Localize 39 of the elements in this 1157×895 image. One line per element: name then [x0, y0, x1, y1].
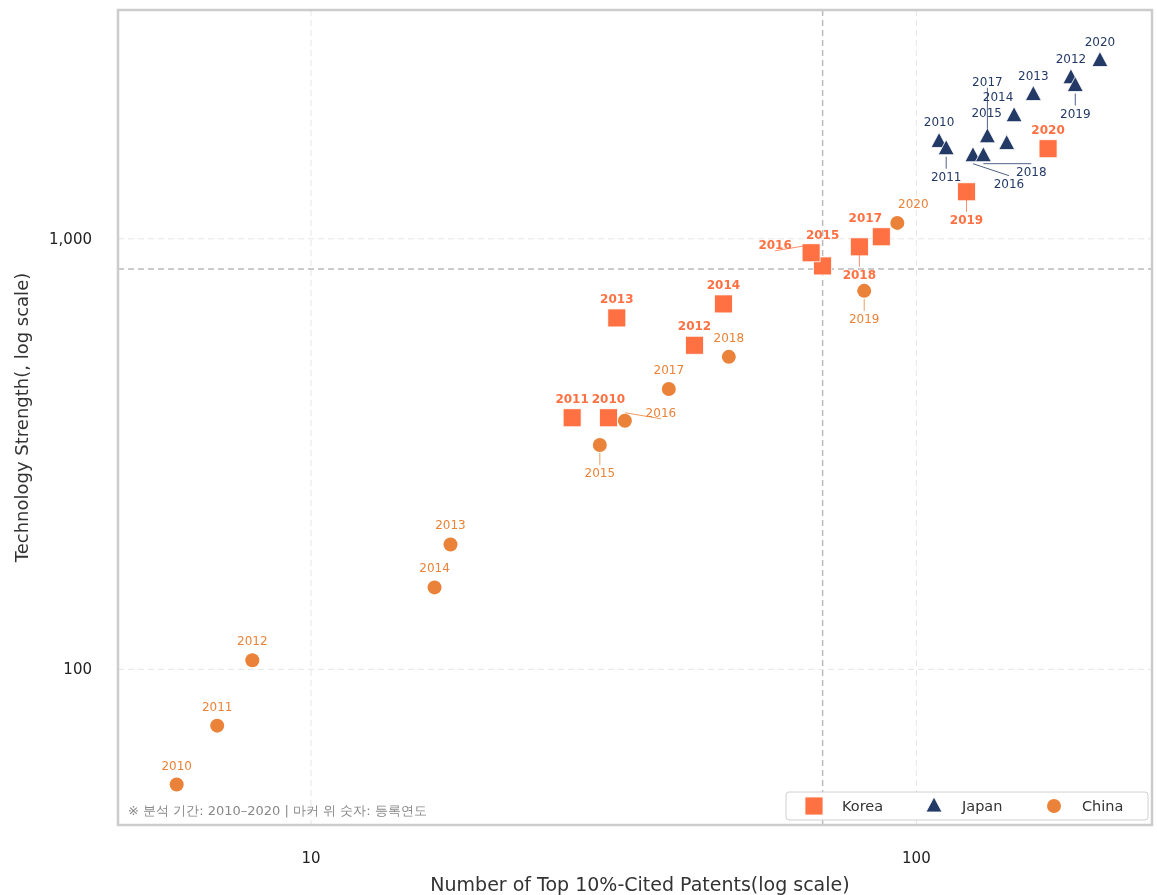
y-tick-label: 1,000: [49, 229, 92, 248]
annotation: 2020: [1084, 34, 1116, 49]
y-axis-title: Technology Strength(, log scale): [11, 272, 32, 564]
annotation: 2017: [972, 74, 1003, 89]
annotation: 2019: [949, 212, 984, 227]
annotation: 2016: [645, 405, 677, 420]
annotation: 2012: [1055, 51, 1087, 66]
x-tick-label: 10: [301, 849, 321, 867]
annotation: 2010: [923, 115, 955, 130]
annotation: 2011: [930, 169, 962, 184]
legend-label: Japan: [961, 798, 1003, 814]
annotation: 2011: [555, 391, 589, 406]
annotation: 2012: [237, 634, 268, 649]
annotation: 2010: [161, 758, 192, 773]
annotation: 2012: [677, 319, 712, 334]
annotation: 2010: [591, 391, 626, 406]
annotation: 2017: [653, 362, 685, 377]
annotation: 2015: [805, 227, 840, 242]
annotation: ※ 분석 기간: 2010–2020 | 마커 위 숫자: 등록연도: [128, 803, 427, 818]
annotation: 2015: [584, 465, 616, 480]
annotation: 2016: [993, 176, 1025, 191]
annotation: 2018: [713, 330, 745, 345]
legend-label: Korea: [842, 798, 884, 814]
annotation: 2014: [706, 277, 741, 292]
annotation: 2020: [898, 196, 929, 211]
annotation: 2013: [600, 291, 634, 306]
legend-label: China: [1082, 798, 1124, 814]
annotation: 2020: [1031, 122, 1065, 137]
x-axis-title: Number of Top 10%-Cited Patents(log scale): [430, 873, 850, 895]
annotation: 2018: [1016, 164, 1047, 179]
annotation: 2017: [848, 210, 882, 225]
annotation: 2019: [848, 311, 880, 326]
annotation: 2019: [1060, 106, 1091, 121]
annotation: 2013: [1018, 68, 1049, 83]
annotation: 2014: [419, 561, 450, 576]
annotation: 2018: [842, 267, 877, 282]
annotation: 2013: [435, 518, 466, 533]
annotation: 2016: [758, 237, 792, 252]
annotation: 2011: [201, 699, 233, 714]
